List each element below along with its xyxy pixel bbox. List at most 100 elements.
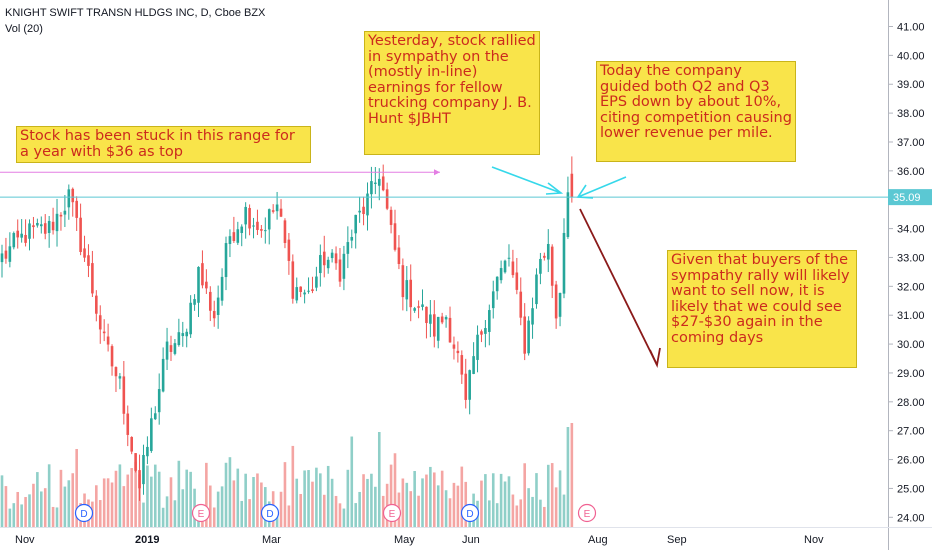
candle-body bbox=[138, 470, 141, 489]
candle-body bbox=[118, 376, 122, 379]
event-marker-label: E bbox=[584, 509, 591, 520]
candle-body bbox=[287, 239, 291, 261]
candle-body bbox=[271, 210, 275, 212]
volume-bar bbox=[405, 482, 409, 527]
candle-body bbox=[212, 310, 216, 319]
candle-body bbox=[480, 331, 483, 335]
candle-body bbox=[8, 246, 12, 262]
candle-body bbox=[436, 316, 440, 341]
candle-body bbox=[126, 413, 130, 435]
volume-bar bbox=[228, 457, 232, 527]
volume-bar bbox=[546, 464, 550, 527]
volume-bar bbox=[311, 481, 314, 527]
volume-bar bbox=[295, 478, 299, 527]
candle-body bbox=[193, 299, 196, 305]
volume-bar bbox=[358, 491, 361, 527]
volume-bar bbox=[279, 491, 283, 527]
candle-body bbox=[24, 234, 27, 243]
candle-body bbox=[468, 370, 471, 400]
volume-bar bbox=[142, 502, 145, 527]
y-tick-label: 36.00 bbox=[897, 166, 925, 178]
candle-body bbox=[495, 276, 499, 292]
candle-body bbox=[535, 274, 538, 305]
candle-body bbox=[523, 316, 526, 354]
x-tick-label: Aug bbox=[588, 534, 608, 546]
candle-body bbox=[216, 297, 220, 315]
y-tick-label: 38.00 bbox=[897, 108, 925, 120]
candle-body bbox=[519, 291, 523, 318]
volume-bar bbox=[8, 508, 12, 527]
candle-body bbox=[307, 290, 310, 292]
volume-bar bbox=[499, 473, 503, 527]
candle-body bbox=[421, 304, 424, 307]
volume-bar bbox=[248, 499, 251, 527]
candle-body bbox=[452, 344, 456, 349]
candle-body bbox=[397, 247, 401, 264]
volume-bar bbox=[177, 460, 181, 527]
candle-body bbox=[236, 229, 240, 243]
time-axis: Nov 2019 Mar May Jun Aug Sep Nov bbox=[15, 534, 824, 546]
volume-bar bbox=[527, 488, 530, 527]
candle-body bbox=[322, 251, 326, 266]
candle-body bbox=[106, 336, 110, 345]
volume-bar bbox=[550, 463, 554, 527]
event-marker-label: E bbox=[389, 509, 396, 520]
candle-body bbox=[499, 268, 503, 281]
event-marker-label: D bbox=[466, 509, 473, 520]
candle-body bbox=[488, 310, 491, 332]
candle-body bbox=[527, 320, 530, 354]
volume-bar bbox=[401, 478, 405, 527]
volume-bar bbox=[539, 499, 542, 527]
volume-bar bbox=[299, 493, 302, 527]
candle-body bbox=[16, 230, 20, 238]
price-badge: 35.09 bbox=[888, 189, 932, 206]
candle-body bbox=[161, 358, 165, 392]
candle-body bbox=[67, 189, 71, 208]
volume-bar bbox=[503, 481, 507, 527]
candle-body bbox=[102, 331, 106, 334]
candle-body bbox=[165, 341, 169, 360]
y-tick-label: 40.00 bbox=[897, 50, 925, 62]
candle-body bbox=[32, 225, 35, 228]
volume-bar bbox=[480, 480, 483, 527]
candle-body bbox=[456, 350, 460, 354]
volume-bar bbox=[491, 473, 495, 527]
candle-body bbox=[338, 259, 342, 282]
volume-bar bbox=[374, 486, 377, 527]
candle-body bbox=[114, 367, 118, 377]
volume-bar bbox=[519, 499, 523, 527]
y-tick-label: 28.00 bbox=[897, 397, 925, 409]
volume-bar bbox=[161, 507, 165, 527]
volume-bar bbox=[511, 494, 515, 527]
volume-bar bbox=[232, 480, 236, 527]
volume-bar bbox=[444, 490, 448, 527]
volume-bar bbox=[114, 470, 118, 527]
volume-bar bbox=[224, 462, 228, 527]
volume-bar bbox=[59, 469, 63, 527]
x-tick-label: Mar bbox=[262, 534, 281, 546]
volume-bar bbox=[370, 473, 373, 527]
y-tick-label: 26.00 bbox=[897, 455, 925, 467]
candle-body bbox=[444, 317, 448, 320]
volume-bar bbox=[32, 483, 35, 527]
candle-body bbox=[503, 260, 507, 273]
dividend-marker bbox=[74, 503, 94, 523]
candle-body bbox=[130, 437, 133, 452]
candle-body bbox=[264, 230, 267, 232]
candle-body bbox=[381, 176, 385, 191]
candle-body bbox=[205, 281, 208, 289]
volume-bar bbox=[130, 468, 133, 527]
candle-body bbox=[385, 189, 389, 209]
volume-bar bbox=[157, 471, 161, 527]
candle-body bbox=[417, 306, 420, 308]
volume-bar bbox=[153, 464, 157, 527]
candle-body bbox=[393, 223, 397, 250]
candle-body bbox=[539, 258, 542, 274]
candle-body bbox=[122, 376, 126, 414]
volume-bar bbox=[63, 486, 67, 527]
y-tick-label: 37.00 bbox=[897, 137, 925, 149]
volume-bar bbox=[95, 485, 98, 527]
candle-body bbox=[283, 220, 287, 243]
candle-body bbox=[476, 334, 479, 360]
volume-bar bbox=[208, 485, 212, 527]
